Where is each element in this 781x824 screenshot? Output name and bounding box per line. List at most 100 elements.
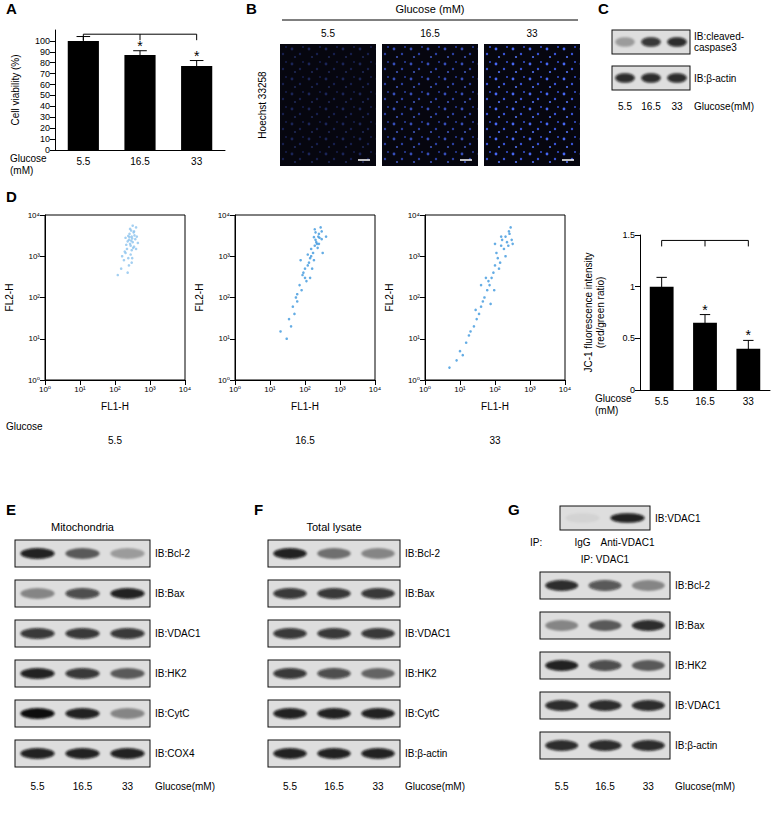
svg-text:Glucose(mM): Glucose(mM): [10, 153, 47, 176]
svg-text:10³: 10³: [408, 252, 420, 261]
svg-text:IB:β-actin: IB:β-actin: [405, 748, 447, 759]
svg-text:5.5: 5.5: [655, 396, 669, 407]
svg-text:IB:CytC: IB:CytC: [155, 708, 189, 719]
svg-text:F: F: [254, 501, 263, 518]
svg-text:80: 80: [40, 58, 50, 68]
svg-text:10³: 10³: [218, 252, 230, 261]
svg-text:Total lysate: Total lysate: [306, 521, 361, 533]
svg-text:10²: 10²: [109, 385, 121, 394]
svg-text:B: B: [246, 0, 257, 17]
svg-text:Glucose(mM): Glucose(mM): [694, 101, 754, 112]
svg-text:16.5: 16.5: [73, 781, 93, 792]
svg-text:0: 0: [45, 145, 50, 155]
svg-text:33: 33: [122, 781, 134, 792]
svg-text:40: 40: [40, 101, 50, 111]
svg-text:FL2-H: FL2-H: [384, 284, 395, 312]
svg-text:10⁰: 10⁰: [39, 385, 51, 394]
svg-text:10⁴: 10⁴: [559, 385, 572, 394]
svg-text:10⁰: 10⁰: [419, 385, 431, 394]
svg-text:10⁴: 10⁴: [28, 211, 41, 220]
svg-text:*: *: [746, 327, 752, 343]
svg-text:16.5: 16.5: [595, 781, 615, 792]
svg-text:20: 20: [40, 123, 50, 133]
svg-text:IB:β-actin: IB:β-actin: [675, 740, 717, 751]
svg-text:Anti-VDAC1: Anti-VDAC1: [601, 537, 655, 548]
svg-text:1: 1: [630, 282, 635, 292]
svg-text:5.5: 5.5: [321, 28, 335, 39]
svg-text:16.5: 16.5: [324, 781, 344, 792]
svg-text:33: 33: [489, 435, 501, 446]
svg-text:50: 50: [40, 90, 50, 100]
svg-text:10²: 10²: [28, 293, 40, 302]
svg-text:10¹: 10¹: [408, 334, 420, 343]
svg-text:IB:Bax: IB:Bax: [155, 588, 184, 599]
svg-text:5.5: 5.5: [108, 435, 122, 446]
svg-text:16.5: 16.5: [695, 396, 715, 407]
svg-text:5.5: 5.5: [618, 101, 632, 112]
svg-text:IB:Bcl-2: IB:Bcl-2: [675, 580, 710, 591]
svg-text:10⁰: 10⁰: [408, 376, 420, 385]
svg-text:FL1-H: FL1-H: [481, 401, 509, 412]
svg-text:10⁴: 10⁴: [218, 211, 231, 220]
svg-text:10⁴: 10⁴: [179, 385, 192, 394]
svg-text:FL2-H: FL2-H: [194, 284, 205, 312]
svg-text:100: 100: [35, 36, 50, 46]
svg-text:IB:COX4: IB:COX4: [155, 748, 195, 759]
svg-text:Glucose(mM): Glucose(mM): [595, 393, 632, 416]
svg-text:10¹: 10¹: [264, 385, 276, 394]
svg-text:IB:Bcl-2: IB:Bcl-2: [405, 548, 440, 559]
svg-text:90: 90: [40, 47, 50, 57]
svg-text:33: 33: [671, 101, 683, 112]
svg-text:IP:: IP:: [530, 537, 542, 548]
svg-text:FL2-H: FL2-H: [4, 284, 15, 312]
svg-text:IB:cleaved-caspase3: IB:cleaved-caspase3: [694, 31, 744, 54]
svg-text:10³: 10³: [144, 385, 156, 394]
svg-text:16.5: 16.5: [295, 435, 315, 446]
svg-text:IB:HK2: IB:HK2: [405, 668, 437, 679]
svg-text:IB:CytC: IB:CytC: [405, 708, 439, 719]
svg-text:16.5: 16.5: [420, 28, 440, 39]
svg-text:Glucose: Glucose: [6, 421, 43, 432]
svg-text:*: *: [194, 48, 200, 64]
svg-text:FL1-H: FL1-H: [291, 401, 319, 412]
svg-text:10: 10: [40, 134, 50, 144]
svg-text:10⁰: 10⁰: [218, 376, 230, 385]
svg-text:10⁴: 10⁴: [369, 385, 382, 394]
svg-text:10²: 10²: [299, 385, 311, 394]
svg-text:IB:Bax: IB:Bax: [675, 620, 704, 631]
svg-text:10²: 10²: [218, 293, 230, 302]
svg-text:10¹: 10¹: [454, 385, 466, 394]
svg-text:10¹: 10¹: [218, 334, 230, 343]
svg-text:33: 33: [743, 396, 755, 407]
svg-text:10³: 10³: [28, 252, 40, 261]
svg-text:Hoechst 33258: Hoechst 33258: [257, 71, 268, 139]
svg-text:IB:Bcl-2: IB:Bcl-2: [155, 548, 190, 559]
svg-text:33: 33: [526, 28, 538, 39]
svg-text:5.5: 5.5: [76, 156, 90, 167]
svg-text:IB:Bax: IB:Bax: [405, 588, 434, 599]
svg-text:0: 0: [630, 385, 635, 395]
svg-text:10²: 10²: [489, 385, 501, 394]
svg-text:5.5: 5.5: [555, 781, 569, 792]
svg-text:10⁰: 10⁰: [229, 385, 241, 394]
svg-text:*: *: [702, 302, 708, 318]
svg-text:1.5: 1.5: [622, 230, 635, 240]
svg-text:IB:β-actin: IB:β-actin: [694, 73, 736, 84]
svg-text:IB:HK2: IB:HK2: [675, 660, 707, 671]
svg-text:Glucose (mM): Glucose (mM): [395, 3, 464, 15]
svg-text:30: 30: [40, 112, 50, 122]
svg-text:IgG: IgG: [574, 537, 590, 548]
svg-text:0.5: 0.5: [622, 333, 635, 343]
svg-text:Cell viability (%): Cell viability (%): [10, 54, 21, 125]
svg-text:Mitochondria: Mitochondria: [51, 521, 115, 533]
svg-text:A: A: [6, 0, 17, 17]
svg-text:33: 33: [643, 781, 655, 792]
svg-text:Glucose(mM): Glucose(mM): [675, 781, 735, 792]
svg-text:10³: 10³: [334, 385, 346, 394]
svg-text:10¹: 10¹: [28, 334, 40, 343]
svg-text:Glucose(mM): Glucose(mM): [155, 781, 215, 792]
svg-text:IP: VDAC1: IP: VDAC1: [581, 554, 630, 565]
svg-text:16.5: 16.5: [641, 101, 661, 112]
svg-text:33: 33: [372, 781, 384, 792]
svg-text:60: 60: [40, 80, 50, 90]
